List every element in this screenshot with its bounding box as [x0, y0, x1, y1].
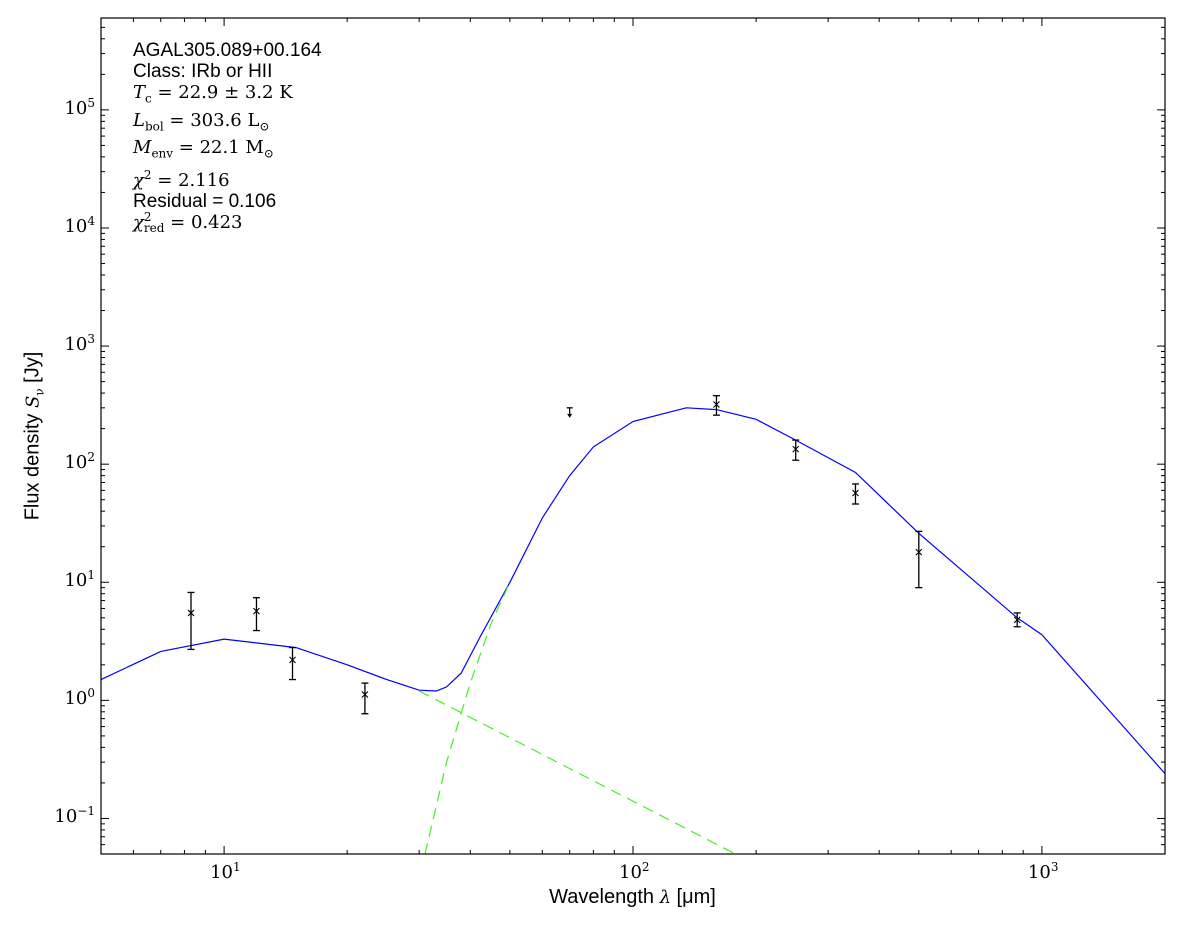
data-point	[289, 656, 296, 664]
y-tick-label: 103	[64, 332, 95, 356]
source-class: Class: IRb or HII	[133, 61, 273, 82]
data-point	[852, 489, 859, 497]
y-tick-label: 104	[64, 213, 95, 237]
y-tick-label: 105	[64, 95, 95, 119]
y-axis-label: Flux density Sν [Jy]	[21, 351, 47, 521]
data-point	[361, 691, 369, 698]
chi2-label: χ2 = 2.116	[133, 167, 230, 191]
component-curve-2	[424, 582, 511, 854]
annotation-block: AGAL305.089+00.164 Class: IRb or HII Tc …	[133, 40, 322, 234]
luminosity-label: Lbol = 303.6 L⊙	[133, 109, 270, 134]
mass-label: Menv = 22.1 M⊙	[133, 137, 274, 161]
y-tick-label: 100	[64, 686, 95, 710]
data-point	[253, 607, 260, 615]
residual-label: Residual = 0.106	[133, 190, 277, 212]
y-tick-label: 10−1	[54, 804, 95, 828]
x-tick-label: 101	[210, 860, 241, 883]
data-point	[713, 401, 720, 408]
data-point	[1013, 616, 1021, 624]
component-curve-1	[418, 690, 736, 854]
y-tick-label: 101	[64, 568, 95, 592]
upper-limit-arrow	[567, 413, 573, 418]
data-point	[187, 609, 195, 617]
data-point	[915, 548, 923, 556]
x-tick-label: 103	[1027, 860, 1059, 883]
temperature-label: Tc = 22.9 ± 3.2 K	[133, 82, 293, 106]
y-tick-label: 102	[64, 450, 95, 474]
source-name: AGAL305.089+00.164	[133, 40, 322, 61]
data-point	[792, 445, 800, 453]
chi2-reduced-label: χ 2 red = 0.423	[133, 209, 243, 235]
model-curve	[101, 407, 1165, 774]
x-axis-label: Wavelength λ [μm]	[549, 886, 716, 908]
x-tick-label: 102	[619, 860, 650, 883]
